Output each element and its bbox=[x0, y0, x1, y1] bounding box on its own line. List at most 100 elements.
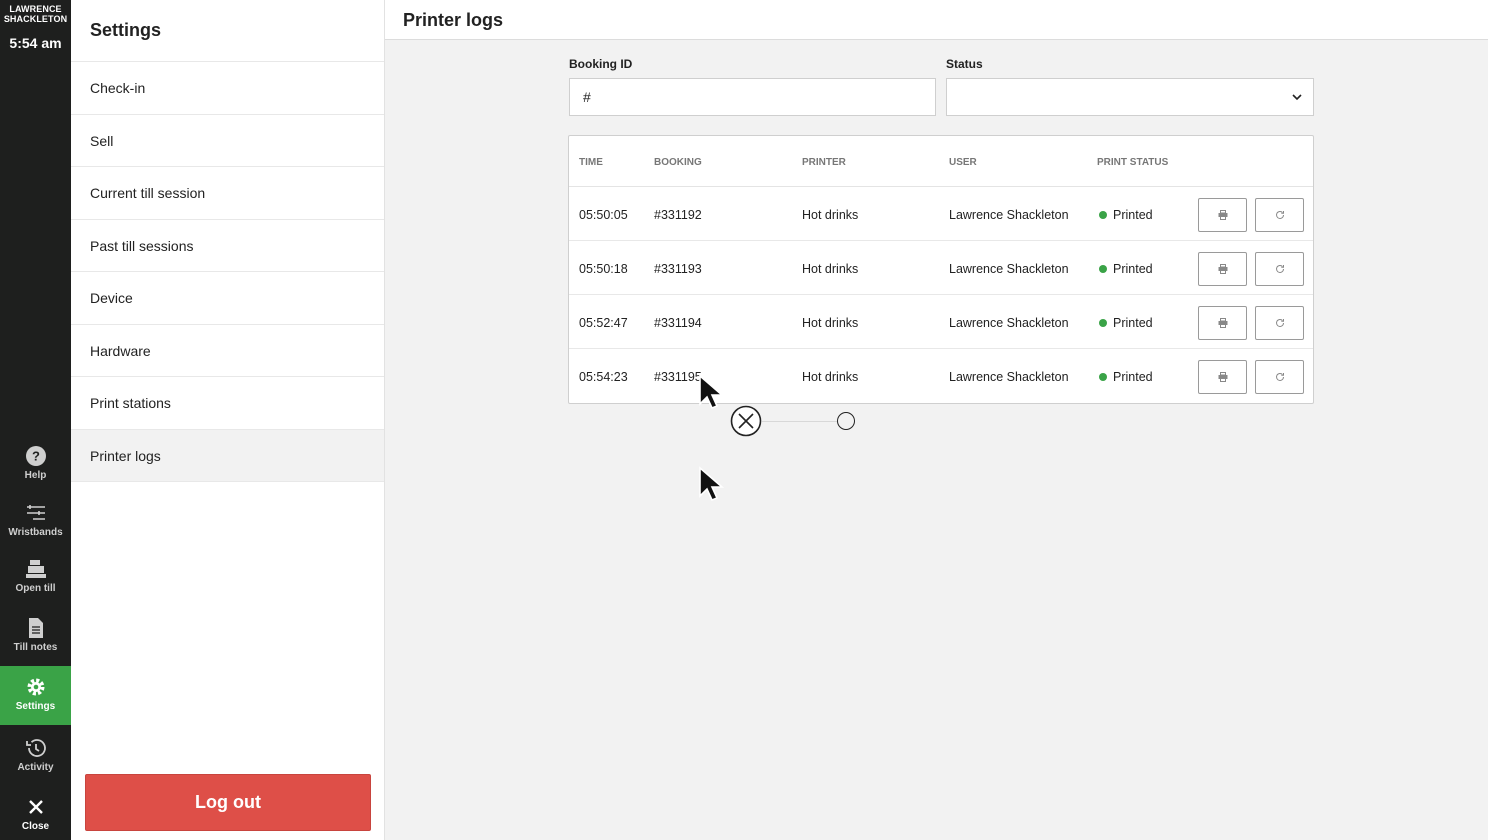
cell-user: Lawrence Shackleton bbox=[949, 370, 1069, 384]
settings-item-printer-logs[interactable]: Printer logs bbox=[71, 429, 384, 482]
settings-title: Settings bbox=[71, 0, 384, 62]
status-dot bbox=[1099, 211, 1107, 219]
settings-item-device[interactable]: Device bbox=[71, 272, 384, 325]
reprint-button[interactable] bbox=[1198, 198, 1247, 232]
till-icon bbox=[25, 560, 46, 578]
reprint-button[interactable] bbox=[1198, 306, 1247, 340]
rail-item-label: Activity bbox=[17, 762, 54, 773]
booking-id-label: Booking ID bbox=[569, 57, 633, 71]
settings-item-check-in[interactable]: Check-in bbox=[71, 62, 384, 115]
help-icon: ? bbox=[25, 446, 46, 466]
rail-item-help[interactable]: ? Help bbox=[0, 445, 71, 504]
column-printer: PRINTER bbox=[802, 157, 846, 168]
cell-print-status: Printed bbox=[1099, 262, 1153, 276]
table-row: 05:50:18 #331193 Hot drinks Lawrence Sha… bbox=[569, 241, 1313, 295]
rail-item-label: Till notes bbox=[13, 642, 58, 653]
cell-printer: Hot drinks bbox=[802, 370, 859, 384]
table-header: TIME BOOKING PRINTER USER PRINT STATUS bbox=[569, 136, 1313, 187]
status-select[interactable] bbox=[946, 78, 1314, 116]
mouse-cursor-icon bbox=[699, 374, 724, 410]
reprint-button[interactable] bbox=[1198, 252, 1247, 286]
retry-button[interactable] bbox=[1255, 252, 1304, 286]
status-dot bbox=[1099, 373, 1107, 381]
cell-user: Lawrence Shackleton bbox=[949, 208, 1069, 222]
cell-print-status: Printed bbox=[1099, 208, 1153, 222]
status-dot bbox=[1099, 319, 1107, 327]
mouse-cursor-icon bbox=[699, 466, 724, 502]
rail-item-wristbands[interactable]: Wristbands bbox=[0, 502, 71, 561]
printer-icon bbox=[1218, 210, 1228, 220]
cell-printer: Hot drinks bbox=[802, 208, 859, 222]
refresh-icon bbox=[1276, 372, 1284, 381]
rail-item-open-till[interactable]: Open till bbox=[0, 558, 71, 617]
status-text: Printed bbox=[1113, 370, 1153, 384]
close-icon bbox=[28, 800, 43, 814]
reprint-button[interactable] bbox=[1198, 360, 1247, 394]
top-bar: Printer logs bbox=[385, 0, 1488, 40]
rail-item-settings[interactable]: Settings bbox=[0, 666, 71, 725]
page-title: Printer logs bbox=[403, 10, 504, 30]
status-label: Status bbox=[946, 57, 983, 71]
status-text: Printed bbox=[1113, 208, 1153, 222]
rail-item-label: Close bbox=[21, 821, 50, 832]
cell-print-status: Printed bbox=[1099, 370, 1153, 384]
cell-printer: Hot drinks bbox=[802, 262, 859, 276]
status-text: Printed bbox=[1113, 262, 1153, 276]
cell-time: 05:54:23 bbox=[579, 370, 628, 384]
user-name: LAWRENCE SHACKLETON bbox=[0, 4, 71, 24]
retry-button[interactable] bbox=[1255, 360, 1304, 394]
notes-icon bbox=[28, 618, 43, 638]
user-first-name: LAWRENCE bbox=[9, 4, 62, 14]
column-booking: BOOKING bbox=[654, 157, 702, 168]
close-circle-icon[interactable] bbox=[730, 405, 762, 437]
drag-handle[interactable] bbox=[837, 412, 855, 430]
printer-logs-table: TIME BOOKING PRINTER USER PRINT STATUS 0… bbox=[568, 135, 1314, 404]
column-user: USER bbox=[949, 157, 977, 168]
logout-button[interactable]: Log out bbox=[85, 774, 371, 831]
cell-time: 05:50:05 bbox=[579, 208, 628, 222]
table-row: 05:54:23 #331195 Hot drinks Lawrence Sha… bbox=[569, 349, 1313, 403]
user-last-name: SHACKLETON bbox=[3, 14, 68, 24]
clock: 5:54 am bbox=[9, 35, 62, 51]
refresh-icon bbox=[1276, 318, 1284, 327]
status-text: Printed bbox=[1113, 316, 1153, 330]
cell-user: Lawrence Shackleton bbox=[949, 262, 1069, 276]
cell-user: Lawrence Shackleton bbox=[949, 316, 1069, 330]
cell-booking: #331192 bbox=[654, 208, 702, 222]
column-time: TIME bbox=[579, 157, 603, 168]
cell-time: 05:50:18 bbox=[579, 262, 628, 276]
rail-item-label: Help bbox=[24, 470, 47, 481]
cell-booking: #331194 bbox=[654, 316, 702, 330]
retry-button[interactable] bbox=[1255, 306, 1304, 340]
settings-item-sell[interactable]: Sell bbox=[71, 115, 384, 167]
retry-button[interactable] bbox=[1255, 198, 1304, 232]
wristbands-icon bbox=[26, 505, 45, 520]
column-print-status: PRINT STATUS bbox=[1097, 157, 1169, 168]
settings-panel: Settings Check-in Sell Current till sess… bbox=[71, 0, 385, 840]
printer-icon bbox=[1218, 372, 1228, 382]
settings-item-hardware[interactable]: Hardware bbox=[71, 325, 384, 377]
table-row: 05:52:47 #331194 Hot drinks Lawrence Sha… bbox=[569, 295, 1313, 349]
cell-time: 05:52:47 bbox=[579, 316, 628, 330]
left-rail: LAWRENCE SHACKLETON 5:54 am ? Help Wrist… bbox=[0, 0, 71, 840]
printer-icon bbox=[1218, 318, 1228, 328]
history-icon bbox=[25, 739, 46, 757]
gear-icon bbox=[27, 678, 44, 696]
settings-item-print-stations[interactable]: Print stations bbox=[71, 377, 384, 430]
rail-item-till-notes[interactable]: Till notes bbox=[0, 617, 71, 676]
refresh-icon bbox=[1276, 264, 1284, 273]
booking-id-input[interactable]: # bbox=[569, 78, 936, 116]
cell-booking: #331193 bbox=[654, 262, 702, 276]
rail-item-label: Settings bbox=[15, 701, 56, 712]
status-dot bbox=[1099, 265, 1107, 273]
printer-icon bbox=[1218, 264, 1228, 274]
cell-print-status: Printed bbox=[1099, 316, 1153, 330]
settings-item-current-till-session[interactable]: Current till session bbox=[71, 167, 384, 220]
cell-booking: #331195 bbox=[654, 370, 702, 384]
table-row: 05:50:05 #331192 Hot drinks Lawrence Sha… bbox=[569, 187, 1313, 241]
rail-item-activity[interactable]: Activity bbox=[0, 737, 71, 796]
rail-item-close[interactable]: Close bbox=[0, 796, 71, 840]
rail-item-label: Open till bbox=[15, 583, 56, 594]
drag-track bbox=[762, 421, 837, 422]
settings-item-past-till-sessions[interactable]: Past till sessions bbox=[71, 220, 384, 272]
